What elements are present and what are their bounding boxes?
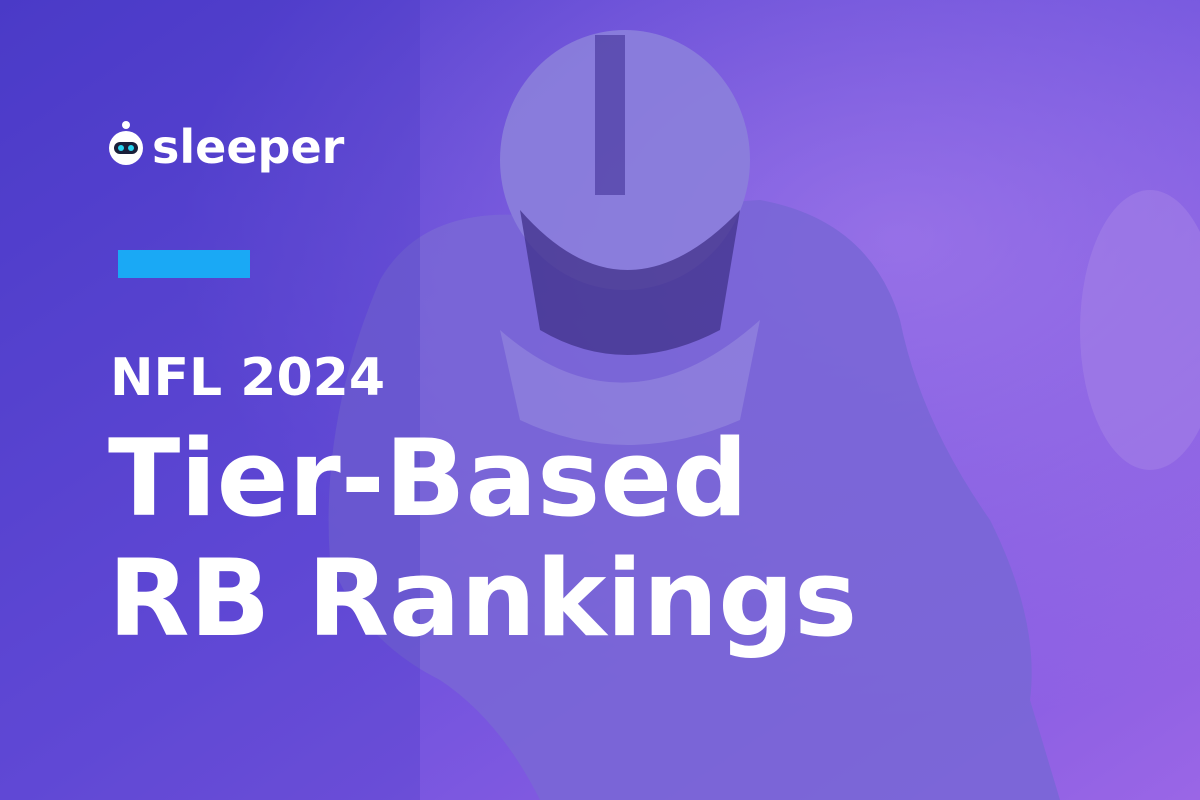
kicker: NFL 2024 <box>110 348 385 408</box>
headline-line: Tier-Based <box>108 417 748 540</box>
headline-line: RB Rankings <box>108 537 857 660</box>
brand-name: sleeper <box>152 120 345 174</box>
accent-bar <box>118 250 250 278</box>
logo-icon <box>109 121 143 165</box>
